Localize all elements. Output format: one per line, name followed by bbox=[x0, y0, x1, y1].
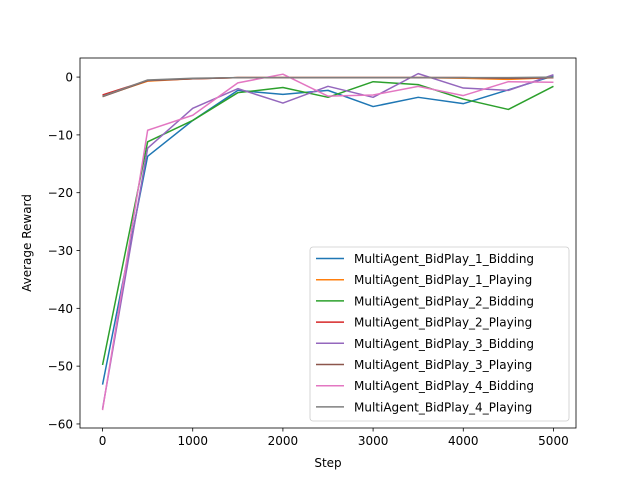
x-axis-ticks: 0 1000 2000 3000 4000 5000 bbox=[99, 428, 569, 448]
plot-frame bbox=[79, 57, 577, 429]
y-axis-label: Average Reward bbox=[20, 194, 34, 292]
legend-entry-label: MultiAgent_BidPlay_1_Playing bbox=[354, 273, 532, 287]
y-tick-label: −60 bbox=[48, 417, 73, 431]
x-tick-label: 3000 bbox=[358, 434, 389, 448]
x-tick-label: 4000 bbox=[448, 434, 479, 448]
series-line-7 bbox=[101, 73, 554, 411]
series-line-5 bbox=[101, 72, 554, 410]
y-axis-ticks: 0 −10 −20 −30 −40 −50 −60 bbox=[48, 71, 80, 431]
y-tick-label: −10 bbox=[48, 128, 73, 142]
legend: MultiAgent_BidPlay_1_Bidding MultiAgent_B… bbox=[309, 246, 570, 422]
x-tick-label: 0 bbox=[99, 434, 107, 448]
legend-entry-label: MultiAgent_BidPlay_3_Playing bbox=[354, 358, 532, 372]
legend-entry-label: MultiAgent_BidPlay_4_Playing bbox=[354, 400, 532, 414]
x-tick-label: 1000 bbox=[177, 434, 208, 448]
y-tick-label: −20 bbox=[48, 186, 73, 200]
legend-entry-label: MultiAgent_BidPlay_3_Bidding bbox=[354, 337, 534, 351]
legend-entry-label: MultiAgent_BidPlay_2_Playing bbox=[354, 316, 532, 330]
y-tick-label: 0 bbox=[65, 71, 73, 85]
series-line-3 bbox=[101, 80, 554, 366]
legend-entry-label: MultiAgent_BidPlay_4_Bidding bbox=[354, 379, 534, 393]
legend-box bbox=[309, 246, 570, 422]
series-line-1 bbox=[101, 75, 554, 385]
plot-lines bbox=[101, 72, 554, 411]
legend-entry-label: MultiAgent_BidPlay_1_Bidding bbox=[354, 252, 534, 266]
y-tick-label: −50 bbox=[48, 360, 73, 374]
y-tick-label: −40 bbox=[48, 302, 73, 316]
series-line-8 bbox=[102, 76, 554, 97]
legend-entry-label: MultiAgent_BidPlay_2_Bidding bbox=[354, 294, 534, 308]
x-axis-label: Step bbox=[314, 456, 341, 470]
x-tick-label: 2000 bbox=[268, 434, 299, 448]
y-tick-label: −30 bbox=[48, 244, 73, 258]
x-tick-label: 5000 bbox=[538, 434, 569, 448]
